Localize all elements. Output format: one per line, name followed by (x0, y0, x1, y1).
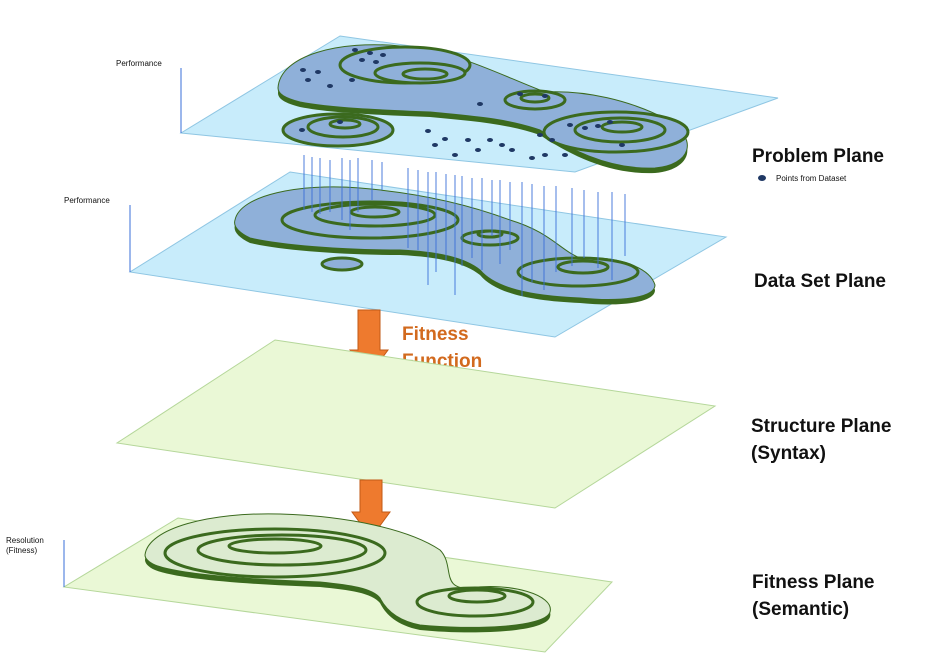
problem-plane-label: Problem Plane (752, 146, 884, 167)
structure-plane-label-line2: (Syntax) (751, 443, 826, 464)
structure-plane-label-line1: Structure Plane (751, 416, 891, 437)
fitness-plane-label-line1: Fitness Plane (752, 572, 875, 593)
structure-plane-surface (115, 339, 717, 509)
dataset-y-axis-label: Performance (64, 196, 110, 205)
dataset-plane-label: Data Set Plane (754, 271, 886, 292)
fitness-function-label-line1: Fitness (402, 324, 469, 345)
fitness-contour-rings (163, 527, 535, 618)
problem-data-points (299, 48, 625, 160)
problem-plane: Performance (116, 35, 884, 183)
projection-lines (303, 155, 626, 296)
problem-y-axis-label: Performance (116, 59, 162, 68)
structure-plane: Structure Plane (Syntax) (115, 339, 891, 509)
legend-points-label: Points from Dataset (776, 174, 847, 183)
fitness-plane: Resolution (Fitness) Fitness Plane (Sema… (6, 513, 875, 653)
dataset-plane: Performance Data Set Plane (64, 171, 886, 338)
fitness-y-axis-label-line2: (Fitness) (6, 546, 37, 555)
legend-point-icon (758, 175, 766, 181)
fitness-y-axis-label-line1: Resolution (6, 536, 44, 545)
dataset-contour-rings (280, 200, 640, 288)
problem-contour-rings (281, 45, 690, 154)
fitness-plane-label-line2: (Semantic) (752, 599, 849, 620)
